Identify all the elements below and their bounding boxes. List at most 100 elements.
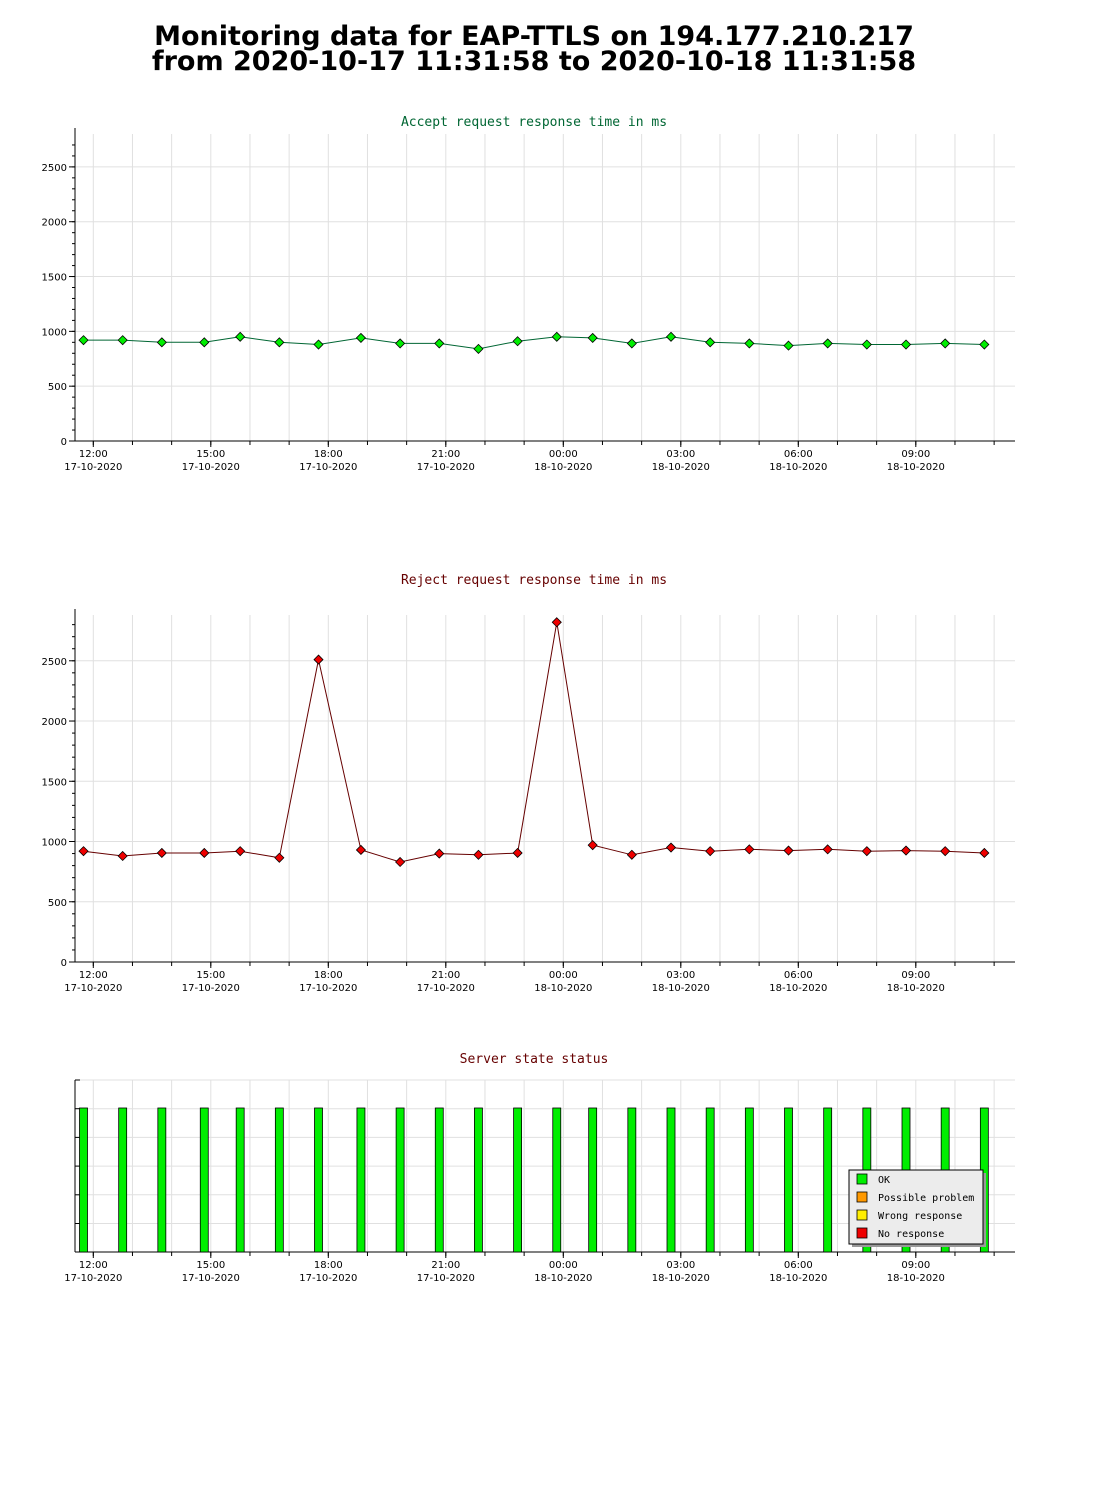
- y-tick-label: 1000: [42, 838, 67, 849]
- x-tick-time-label: 03:00: [666, 449, 695, 460]
- status-bar: [705, 1107, 715, 1253]
- data-point-marker: [940, 846, 951, 857]
- x-tick-date-label: 17-10-2020: [64, 462, 122, 473]
- x-tick-time-label: 21:00: [431, 449, 460, 460]
- data-point-marker: [551, 331, 562, 342]
- data-point-marker: [861, 846, 872, 857]
- data-point-marker: [744, 844, 755, 855]
- accept-chart-axes: [74, 128, 1015, 442]
- status-bar: [434, 1107, 444, 1253]
- data-point-marker: [900, 339, 912, 350]
- data-point-marker: [235, 846, 246, 857]
- data-point-marker: [587, 332, 598, 344]
- legend-label: Possible problem: [878, 1193, 974, 1204]
- data-point-marker: [705, 337, 716, 348]
- x-tick-date-label: 17-10-2020: [417, 1273, 475, 1284]
- status-bar: [395, 1107, 405, 1253]
- status-bar: [157, 1107, 167, 1253]
- status-chart-x-ticks: 12:00 17-10-2020 15:00 17-10-2020 18:00 17-10…: [64, 1252, 995, 1284]
- y-tick-label: 2500: [42, 657, 67, 668]
- x-tick-date-label: 17-10-2020: [182, 983, 240, 994]
- x-tick-date-label: 18-10-2020: [652, 462, 710, 473]
- x-tick-date-label: 18-10-2020: [887, 1273, 945, 1284]
- status-bar: [666, 1107, 676, 1253]
- reject-chart-grid: [75, 615, 1015, 962]
- y-tick-label: 500: [48, 898, 67, 909]
- data-point-marker: [117, 335, 128, 346]
- y-tick-label: 2000: [42, 218, 67, 229]
- data-point-marker: [117, 850, 128, 862]
- x-tick-date-label: 18-10-2020: [887, 462, 945, 473]
- data-point-marker: [822, 844, 833, 855]
- y-tick-label: 1500: [42, 273, 67, 284]
- y-tick-label: 1500: [42, 777, 67, 788]
- data-point-marker: [199, 847, 210, 859]
- status-bar: [356, 1107, 366, 1253]
- x-tick-date-label: 17-10-2020: [299, 462, 357, 473]
- page-title-line-1: Monitoring data for EAP-TTLS on 194.177.…: [154, 21, 914, 52]
- reject-response-chart: Reject request response time in ms 0 500 1…: [42, 573, 1015, 994]
- data-point-marker: [355, 332, 367, 344]
- data-point-marker: [313, 339, 324, 350]
- x-tick-time-label: 21:00: [431, 970, 460, 981]
- legend-swatch: [856, 1209, 868, 1221]
- x-tick-time-label: 09:00: [901, 1260, 930, 1271]
- reject-chart-x-ticks: 12:00 17-10-2020 15:00 17-10-2020 18:00 17-10…: [64, 962, 995, 994]
- status-bar: [513, 1107, 523, 1253]
- x-tick-date-label: 18-10-2020: [769, 1273, 827, 1284]
- x-tick-time-label: 15:00: [196, 449, 225, 460]
- x-tick-date-label: 18-10-2020: [534, 1273, 592, 1284]
- series-line: [83, 622, 985, 863]
- reject-chart-axes: [74, 609, 1015, 963]
- x-tick-time-label: 03:00: [666, 970, 695, 981]
- data-point-marker: [313, 654, 324, 665]
- legend-swatch: [856, 1227, 868, 1239]
- data-point-marker: [395, 856, 406, 868]
- x-tick-date-label: 17-10-2020: [182, 462, 240, 473]
- accept-chart-grid: [75, 134, 1015, 441]
- x-tick-time-label: 09:00: [901, 449, 930, 460]
- y-tick-label: 0: [61, 958, 67, 969]
- x-tick-date-label: 18-10-2020: [652, 1273, 710, 1284]
- status-bar: [823, 1107, 833, 1253]
- data-point-marker: [235, 331, 246, 342]
- x-tick-date-label: 17-10-2020: [299, 1273, 357, 1284]
- data-point-marker: [355, 844, 367, 856]
- data-point-marker: [705, 846, 716, 857]
- x-tick-date-label: 18-10-2020: [534, 983, 592, 994]
- data-point-marker: [783, 845, 794, 856]
- status-bar: [274, 1107, 284, 1253]
- x-tick-date-label: 18-10-2020: [652, 983, 710, 994]
- status-bar: [314, 1107, 323, 1253]
- data-point-marker: [900, 845, 912, 856]
- legend-label: No response: [878, 1229, 944, 1240]
- y-tick-label: 500: [48, 382, 67, 393]
- x-tick-time-label: 15:00: [196, 970, 225, 981]
- status-bar: [474, 1107, 483, 1253]
- status-bar: [79, 1107, 88, 1253]
- x-tick-date-label: 17-10-2020: [64, 983, 122, 994]
- y-tick-label: 1000: [42, 327, 67, 338]
- status-bar: [627, 1107, 637, 1253]
- status-chart-grid: [75, 1079, 1015, 1252]
- status-bar: [118, 1107, 128, 1253]
- page-title: Monitoring data for EAP-TTLS on 194.177.…: [0, 21, 1068, 77]
- x-tick-date-label: 18-10-2020: [769, 462, 827, 473]
- data-point-marker: [744, 338, 755, 349]
- data-point-marker: [665, 331, 677, 342]
- status-bar: [552, 1107, 562, 1253]
- legend-label: OK: [878, 1175, 890, 1186]
- accept-chart-series: [78, 331, 990, 354]
- data-point-marker: [551, 617, 562, 628]
- page-title-line-2: from 2020-10-17 11:31:58 to 2020-10-18 1…: [151, 46, 917, 77]
- status-bar: [744, 1107, 754, 1253]
- status-chart-legend: OK Possible problem Wrong response No respo…: [848, 1169, 986, 1247]
- data-point-marker: [512, 336, 523, 347]
- data-point-marker: [395, 338, 406, 349]
- data-point-marker: [274, 337, 285, 348]
- data-point-marker: [861, 339, 872, 350]
- data-point-marker: [665, 842, 677, 853]
- reject-chart-title: Reject request response time in ms: [401, 573, 667, 588]
- y-tick-label: 2500: [42, 163, 67, 174]
- x-tick-date-label: 18-10-2020: [887, 983, 945, 994]
